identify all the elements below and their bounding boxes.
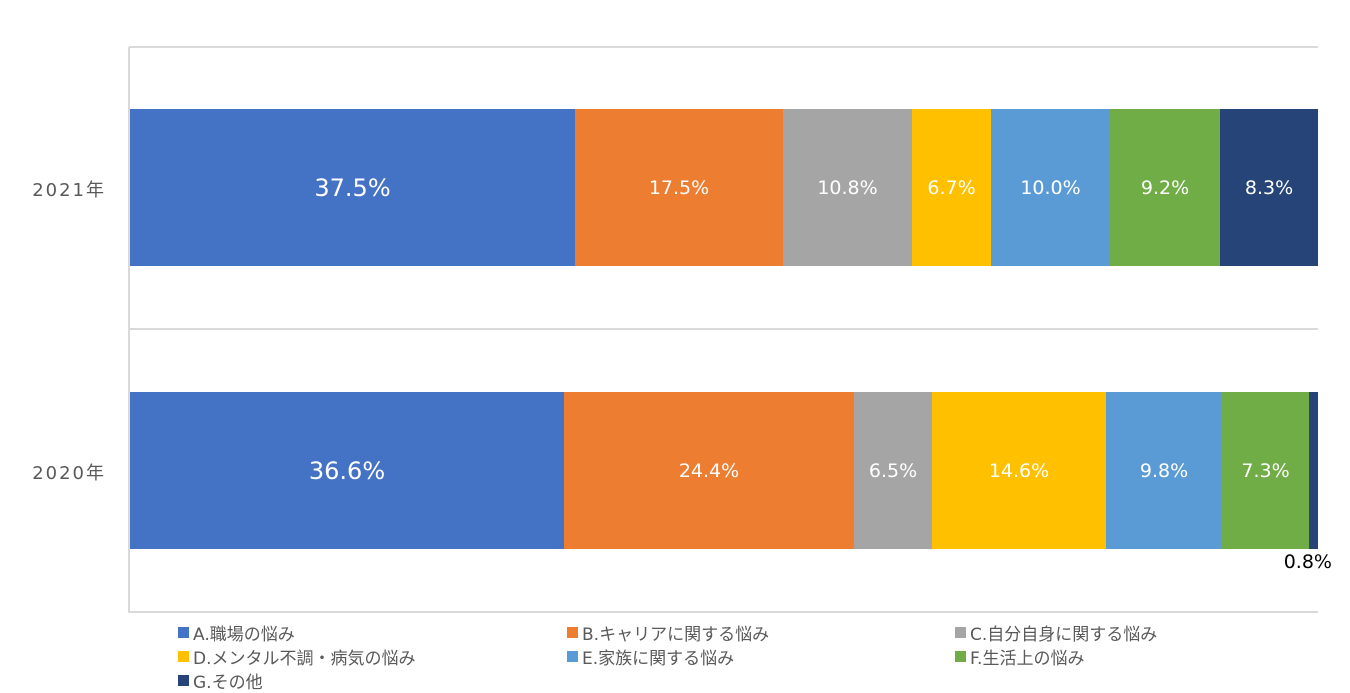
data-label: 24.4% [678, 459, 740, 482]
data-label: 10.0% [1020, 176, 1081, 199]
segment-c-2021[interactable]: 10.8% [783, 109, 912, 266]
legend-label: C.自分自身に関する悩み [970, 625, 1158, 645]
segment-e-2020[interactable]: 9.8% [1106, 392, 1222, 549]
segment-d-2021[interactable]: 6.7% [912, 109, 991, 266]
legend-label: A.職場の悩み [193, 625, 295, 645]
plot-bottom-border [129, 611, 1318, 613]
legend-label: D.メンタル不調・病気の悩み [193, 649, 416, 669]
segment-f-2020[interactable]: 7.3% [1222, 392, 1309, 549]
data-label: 6.7% [927, 176, 976, 199]
segment-g-2021[interactable]: 8.3% [1220, 109, 1318, 266]
legend-label: B.キャリアに関する悩み [582, 625, 770, 645]
legend-label: E.家族に関する悩み [582, 649, 735, 669]
data-label: 7.3% [1241, 459, 1290, 482]
bar-2021: 37.5% 17.5% 10.8% 6.7% 10.0% 9.2% 8.3% [130, 109, 1318, 266]
legend-label: G.その他 [193, 673, 263, 693]
segment-a-2020[interactable]: 36.6% [130, 392, 564, 549]
category-divider [129, 328, 1318, 330]
category-axis-line [128, 47, 130, 613]
legend-label: F.生活上の悩み [970, 649, 1085, 669]
data-label: 17.5% [648, 176, 710, 199]
data-label: 8.3% [1244, 176, 1294, 199]
segment-b-2020[interactable]: 24.4% [564, 392, 854, 549]
legend-swatch-icon [955, 627, 966, 638]
segment-a-2021[interactable]: 37.5% [130, 109, 575, 266]
segment-b-2021[interactable]: 17.5% [575, 109, 783, 266]
legend-item-e[interactable]: E.家族に関する悩み [567, 644, 734, 669]
segment-g-2020[interactable]: 0.8% [1284, 392, 1332, 573]
plot-top-border [129, 46, 1318, 48]
legend-item-b[interactable]: B.キャリアに関する悩み [567, 620, 769, 645]
segment-d-2020[interactable]: 14.6% [932, 392, 1106, 549]
legend-item-c[interactable]: C.自分自身に関する悩み [955, 620, 1157, 645]
legend-swatch-icon [567, 651, 578, 662]
data-label: 9.2% [1140, 176, 1190, 199]
segment-c-2020[interactable]: 6.5% [854, 392, 932, 549]
data-label-outside: 0.8% [1283, 551, 1332, 573]
segment-e-2021[interactable]: 10.0% [991, 109, 1110, 266]
segment-f-2021[interactable]: 9.2% [1110, 109, 1220, 266]
legend-item-a[interactable]: A.職場の悩み [178, 620, 295, 645]
legend-swatch-icon [178, 627, 189, 638]
bar-2020: 36.6% 24.4% 6.5% 14.6% 9.8% 7.3% 0.8% [130, 392, 1332, 573]
legend-swatch-icon [178, 651, 189, 662]
legend-swatch-icon [178, 675, 189, 686]
legend-item-f[interactable]: F.生活上の悩み [955, 644, 1084, 669]
data-label: 10.8% [817, 176, 878, 199]
data-label: 36.6% [308, 456, 386, 485]
category-label-2020: 2020年 [32, 463, 106, 484]
legend-item-d[interactable]: D.メンタル不調・病気の悩み [178, 644, 416, 669]
category-label-2021: 2021年 [32, 180, 106, 201]
data-label: 6.5% [868, 459, 918, 482]
data-label: 37.5% [314, 173, 391, 202]
data-label: 14.6% [988, 459, 1050, 482]
legend-item-g[interactable]: G.その他 [178, 668, 263, 693]
legend-swatch-icon [955, 651, 966, 662]
legend-swatch-icon [567, 627, 578, 638]
data-label: 9.8% [1139, 459, 1189, 482]
